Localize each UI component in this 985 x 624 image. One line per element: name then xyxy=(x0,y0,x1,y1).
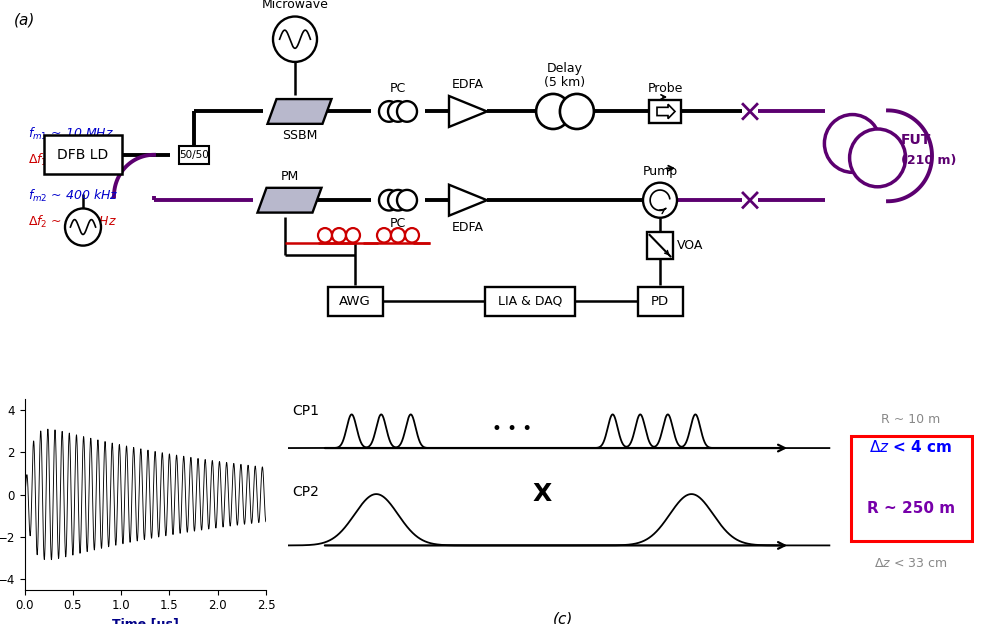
Polygon shape xyxy=(449,96,487,127)
Bar xyxy=(851,436,972,540)
Polygon shape xyxy=(657,104,675,119)
Bar xyxy=(44,135,122,175)
Circle shape xyxy=(405,228,419,243)
Text: CP1: CP1 xyxy=(293,404,319,418)
Text: (a): (a) xyxy=(14,12,35,27)
Polygon shape xyxy=(268,99,332,124)
Circle shape xyxy=(559,94,594,129)
Text: EDFA: EDFA xyxy=(452,221,484,234)
Circle shape xyxy=(318,228,332,243)
Text: Probe: Probe xyxy=(647,82,683,95)
Text: $\Delta z$ < 4 cm: $\Delta z$ < 4 cm xyxy=(870,439,952,455)
Circle shape xyxy=(397,101,417,122)
Text: CP2: CP2 xyxy=(293,485,319,499)
Text: AWG: AWG xyxy=(339,295,371,308)
Text: DFB LD: DFB LD xyxy=(57,148,108,162)
Text: FUT: FUT xyxy=(901,134,932,147)
Circle shape xyxy=(346,228,360,243)
Text: X: X xyxy=(532,482,552,506)
Bar xyxy=(327,287,382,316)
Text: LIA & DAQ: LIA & DAQ xyxy=(497,295,562,308)
Circle shape xyxy=(388,101,408,122)
Text: Microwave: Microwave xyxy=(262,0,328,11)
Bar xyxy=(485,287,575,316)
Polygon shape xyxy=(257,188,321,213)
Text: R ~ 250 m: R ~ 250 m xyxy=(867,501,955,516)
Text: (210 m): (210 m) xyxy=(901,155,956,167)
Circle shape xyxy=(332,228,346,243)
Circle shape xyxy=(379,190,399,210)
X-axis label: Time [μs]: Time [μs] xyxy=(112,618,178,624)
Circle shape xyxy=(65,208,101,246)
Bar xyxy=(637,287,683,316)
Circle shape xyxy=(536,94,570,129)
Text: PD: PD xyxy=(651,295,669,308)
Circle shape xyxy=(391,228,405,243)
Text: $\Delta z$ < 33 cm: $\Delta z$ < 33 cm xyxy=(875,557,948,570)
Circle shape xyxy=(824,115,881,172)
Text: (c): (c) xyxy=(554,612,573,624)
Text: $f_{m1}$ ~ 10 MHz: $f_{m1}$ ~ 10 MHz xyxy=(28,126,114,142)
Text: $\Delta f_2$ ~ 7.5 GHz: $\Delta f_2$ ~ 7.5 GHz xyxy=(28,214,117,230)
Text: 50/50: 50/50 xyxy=(179,150,209,160)
Circle shape xyxy=(379,101,399,122)
Circle shape xyxy=(850,129,905,187)
Bar xyxy=(179,145,209,164)
Text: $f_{m2}$ ~ 400 kHz: $f_{m2}$ ~ 400 kHz xyxy=(28,188,118,204)
Text: EDFA: EDFA xyxy=(452,78,484,91)
Text: PC: PC xyxy=(390,82,406,95)
Bar xyxy=(649,100,681,123)
Circle shape xyxy=(388,190,408,210)
Text: SSBM: SSBM xyxy=(282,129,317,142)
Text: • • •: • • • xyxy=(492,419,532,437)
Circle shape xyxy=(377,228,391,243)
Text: Pump: Pump xyxy=(642,165,678,177)
Polygon shape xyxy=(449,185,487,216)
Circle shape xyxy=(643,183,677,218)
Text: PM: PM xyxy=(281,170,298,183)
Bar xyxy=(647,232,673,259)
Text: $\Delta f_1$ ~ 2.5 GHz: $\Delta f_1$ ~ 2.5 GHz xyxy=(28,152,117,168)
Text: R ~ 10 m: R ~ 10 m xyxy=(882,412,941,426)
Text: VOA: VOA xyxy=(677,239,703,252)
Circle shape xyxy=(273,16,317,62)
Circle shape xyxy=(397,190,417,210)
Text: PC: PC xyxy=(390,217,406,230)
Text: Delay
(5 km): Delay (5 km) xyxy=(545,62,585,89)
